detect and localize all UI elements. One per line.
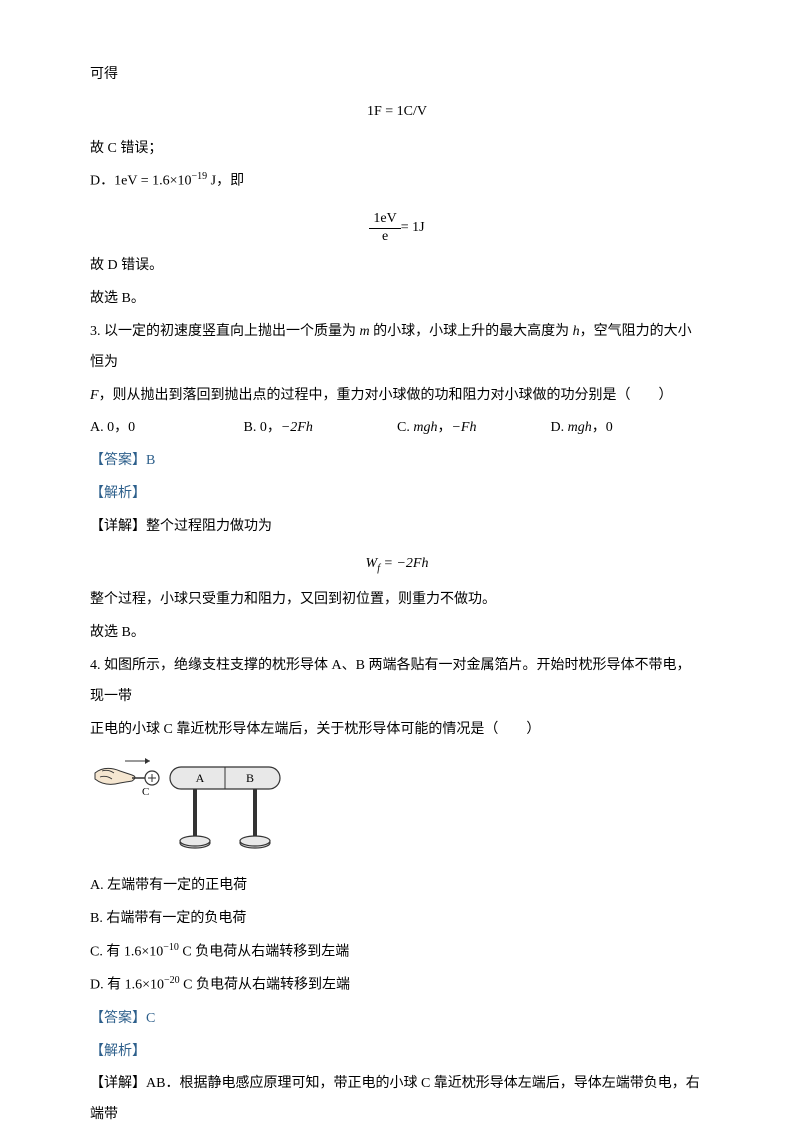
q4-diagram: C A B [90, 753, 300, 863]
q3-stem-prefix: 3. 以一定的初速度竖直向上抛出一个质量为 [90, 324, 360, 339]
q3-opt-a: A. 0，0 [90, 413, 244, 444]
q2-c-wrong: 故 C 错误； [90, 134, 704, 165]
q2-frac-num: 1eV [369, 211, 400, 229]
q3-options: A. 0，0 B. 0，−2Fh C. mgh，−Fh D. mgh，0 [90, 413, 704, 444]
q4-optd-prefix: D. 有 1.6×10 [90, 978, 164, 993]
q3-opt-c: C. mgh，−Fh [397, 413, 551, 444]
q2-d-expr: 1eV = 1.6×10 [114, 174, 191, 189]
q3-answer: 【答案】B [90, 446, 704, 477]
q2-d-prefix: D． [90, 174, 114, 189]
q2-eq1: 1F = 1C/V [90, 97, 704, 128]
q4-opt-b: B. 右端带有一定的负电荷 [90, 904, 704, 935]
q3-optb-prefix: B. 0， [244, 420, 281, 435]
q4-answer: 【答案】C [90, 1004, 704, 1035]
q3-optb-expr: −2Fh [281, 420, 313, 435]
q2-choose: 故选 B。 [90, 284, 704, 315]
q4-optc-suffix: C 负电荷从右端转移到左端 [179, 945, 349, 960]
q3-F: F [90, 388, 99, 403]
q3-optc-expr1: mgh [413, 420, 437, 435]
diagram-label-c: C [142, 786, 149, 798]
q3-equation: Wf = −2Fh [90, 549, 704, 580]
q3-opt-d: D. mgh，0 [551, 413, 705, 444]
q3-stem-mid1: 的小球，小球上升的最大高度为 [370, 324, 573, 339]
q2-d-suffix: J，即 [207, 174, 244, 189]
q2-d-exp: −19 [192, 171, 208, 182]
q3-opt-b: B. 0，−2Fh [244, 413, 398, 444]
q2-kede: 可得 [90, 60, 704, 91]
q3-optd-expr: mgh [568, 420, 592, 435]
q3-detail: 【详解】整个过程阻力做功为 [90, 512, 704, 543]
q2-frac-eq: 1eV e = 1J [90, 204, 704, 246]
q4-opt-a: A. 左端带有一定的正电荷 [90, 871, 704, 902]
q4-analysis: 【解析】 [90, 1037, 704, 1068]
q4-optc-prefix: C. 有 1.6×10 [90, 945, 163, 960]
diagram-label-b: B [246, 771, 254, 785]
q2-frac-den: e [369, 229, 400, 246]
q4-optd-exp: −20 [164, 975, 180, 986]
q4-optc-exp: −10 [163, 942, 179, 953]
q2-frac-result: = 1J [401, 213, 425, 244]
q4-opt-c: C. 有 1.6×10−10 C 负电荷从右端转移到左端 [90, 937, 704, 968]
q3-eq-W: W [366, 556, 378, 571]
q3-h: h [573, 324, 580, 339]
q3-stem-line1: 3. 以一定的初速度竖直向上抛出一个质量为 m 的小球，小球上升的最大高度为 h… [90, 317, 704, 379]
q4-opt-d: D. 有 1.6×10−20 C 负电荷从右端转移到左端 [90, 970, 704, 1001]
q3-m: m [360, 324, 370, 339]
q2-d-wrong: 故 D 错误。 [90, 251, 704, 282]
q3-stem-line2-text: ，则从抛出到落回到抛出点的过程中，重力对小球做的功和阻力对小球做的功分别是（ ） [99, 388, 673, 403]
q3-stem-line2: F，则从抛出到落回到抛出点的过程中，重力对小球做的功和阻力对小球做的功分别是（ … [90, 381, 704, 412]
q3-eq-rest: = −2Fh [380, 556, 428, 571]
diagram-label-a: A [196, 771, 205, 785]
q4-optd-suffix: C 负电荷从右端转移到左端 [180, 978, 350, 993]
q4-stem2: 正电的小球 C 靠近枕形导体左端后，关于枕形导体可能的情况是（ ） [90, 715, 704, 746]
q3-analysis: 【解析】 [90, 479, 704, 510]
q4-detail: 【详解】AB．根据静电感应原理可知，带正电的小球 C 靠近枕形导体左端后，导体左… [90, 1069, 704, 1131]
q3-optd-suffix: ，0 [592, 420, 613, 435]
q3-optc-prefix: C. [397, 420, 413, 435]
q3-optc-mid: ， [437, 420, 451, 435]
q3-choose: 故选 B。 [90, 618, 704, 649]
q2-d-line: D．1eV = 1.6×10−19 J，即 [90, 166, 704, 197]
q3-explain: 整个过程，小球只受重力和阻力，又回到初位置，则重力不做功。 [90, 585, 704, 616]
q3-optc-expr2: −Fh [451, 420, 476, 435]
q2-frac: 1eV e [369, 211, 400, 246]
q3-optd-prefix: D. [551, 420, 568, 435]
physics-diagram-icon: C A B [90, 753, 300, 863]
q4-stem1: 4. 如图所示，绝缘支柱支撑的枕形导体 A、B 两端各贴有一对金属箔片。开始时枕… [90, 651, 704, 713]
